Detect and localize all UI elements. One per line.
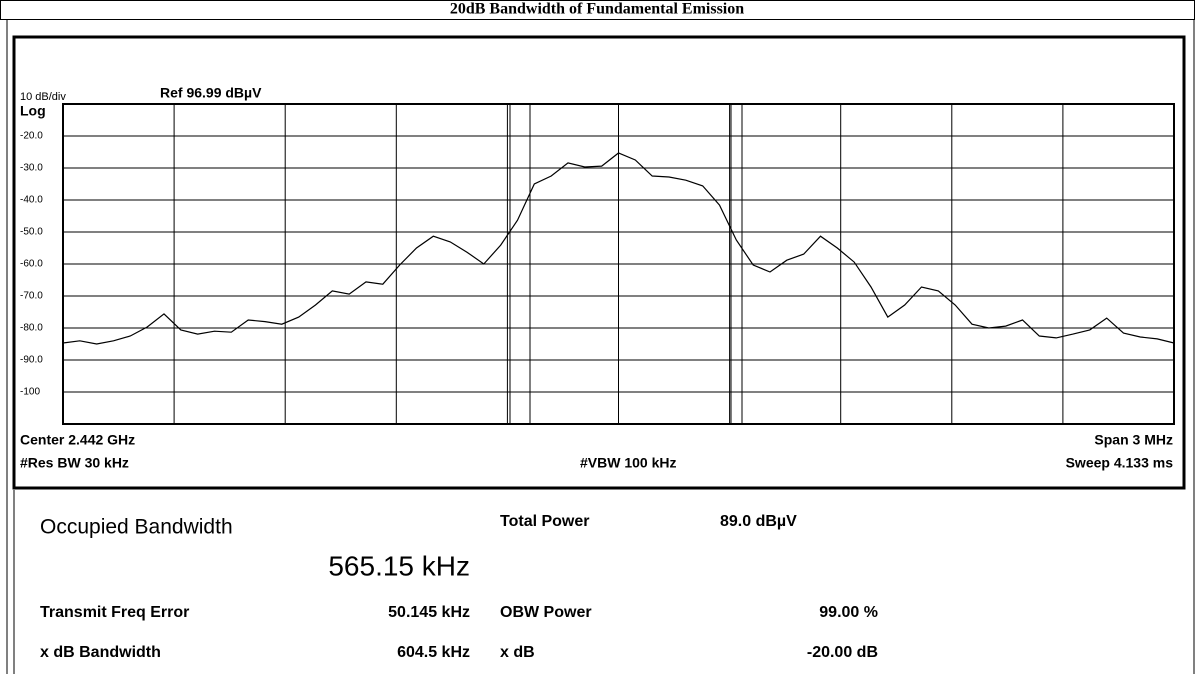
marker-lines xyxy=(509,104,743,424)
total-power-label: Total Power xyxy=(500,513,590,530)
vbw-label: #VBW 100 kHz xyxy=(580,455,676,471)
y-tick-label: -30.0 xyxy=(20,163,43,174)
plot: -20.0 -30.0 -40.0 -50.0 -60.0 -70.0 -80.0 -90.0… xyxy=(20,103,1175,425)
y-tick-label: -60.0 xyxy=(20,259,43,270)
y-tick-label: -40.0 xyxy=(20,195,43,206)
trace xyxy=(62,152,1175,345)
y-tick-label: -90.0 xyxy=(20,355,43,366)
y-tick-label: -80.0 xyxy=(20,323,43,334)
title: 20dB Bandwidth of Fundamental Emission xyxy=(450,1,744,18)
xdb-value: -20.00 dB xyxy=(807,644,878,661)
plot-border xyxy=(62,103,1175,425)
xdb-bw-value: 604.5 kHz xyxy=(397,644,470,661)
analyzer-frame xyxy=(12,35,1186,490)
xdb-label: x dB xyxy=(500,644,535,661)
obw-power-value: 99.00 % xyxy=(819,604,878,621)
log-label: Log xyxy=(20,103,46,119)
scale-label: 10 dB/div xyxy=(20,91,66,103)
total-power-value: 89.0 dBµV xyxy=(720,513,797,530)
obw-power-label: OBW Power xyxy=(500,604,592,621)
span-label: Span 3 MHz xyxy=(1094,432,1173,448)
rbw-label: #Res BW 30 kHz xyxy=(20,455,129,471)
sweep-label: Sweep 4.133 ms xyxy=(1066,455,1174,471)
center-label: Center 2.442 GHz xyxy=(20,432,135,448)
y-tick-label: -20.0 xyxy=(20,131,43,142)
ref-label: Ref 96.99 dBµV xyxy=(160,85,262,101)
y-tick-label: -50.0 xyxy=(20,227,43,238)
y-tick-label: -70.0 xyxy=(20,291,43,302)
freq-error-label: Transmit Freq Error xyxy=(40,604,189,621)
y-tick-label: -100 xyxy=(20,387,40,398)
freq-error-value: 50.145 kHz xyxy=(388,604,470,621)
obw-label: Occupied Bandwidth xyxy=(40,516,233,539)
xdb-bw-label: x dB Bandwidth xyxy=(40,644,161,661)
obw-value: 565.15 kHz xyxy=(328,550,470,581)
